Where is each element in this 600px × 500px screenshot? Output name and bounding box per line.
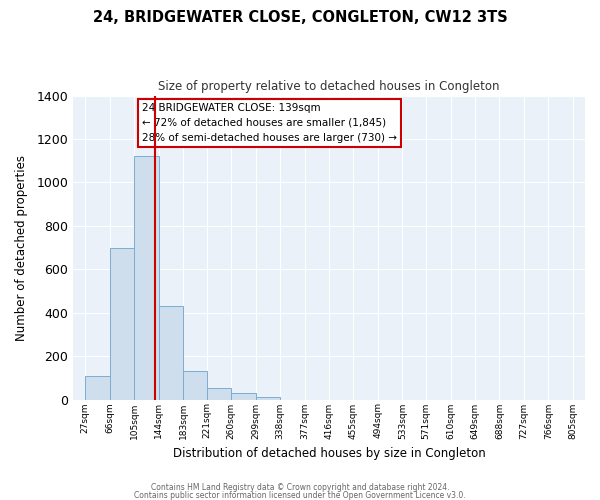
Y-axis label: Number of detached properties: Number of detached properties — [15, 154, 28, 340]
Bar — [207, 388, 231, 400]
Bar — [231, 393, 256, 400]
X-axis label: Distribution of detached houses by size in Congleton: Distribution of detached houses by size … — [173, 447, 485, 460]
Bar — [110, 248, 134, 400]
Text: Contains HM Land Registry data © Crown copyright and database right 2024.: Contains HM Land Registry data © Crown c… — [151, 484, 449, 492]
Title: Size of property relative to detached houses in Congleton: Size of property relative to detached ho… — [158, 80, 500, 93]
Text: 24, BRIDGEWATER CLOSE, CONGLETON, CW12 3TS: 24, BRIDGEWATER CLOSE, CONGLETON, CW12 3… — [92, 10, 508, 25]
Bar — [183, 372, 207, 400]
Bar — [134, 156, 158, 400]
Bar — [256, 398, 280, 400]
Text: 24 BRIDGEWATER CLOSE: 139sqm
← 72% of detached houses are smaller (1,845)
28% of: 24 BRIDGEWATER CLOSE: 139sqm ← 72% of de… — [142, 103, 397, 143]
Text: Contains public sector information licensed under the Open Government Licence v3: Contains public sector information licen… — [134, 490, 466, 500]
Bar — [158, 306, 183, 400]
Bar — [85, 376, 110, 400]
